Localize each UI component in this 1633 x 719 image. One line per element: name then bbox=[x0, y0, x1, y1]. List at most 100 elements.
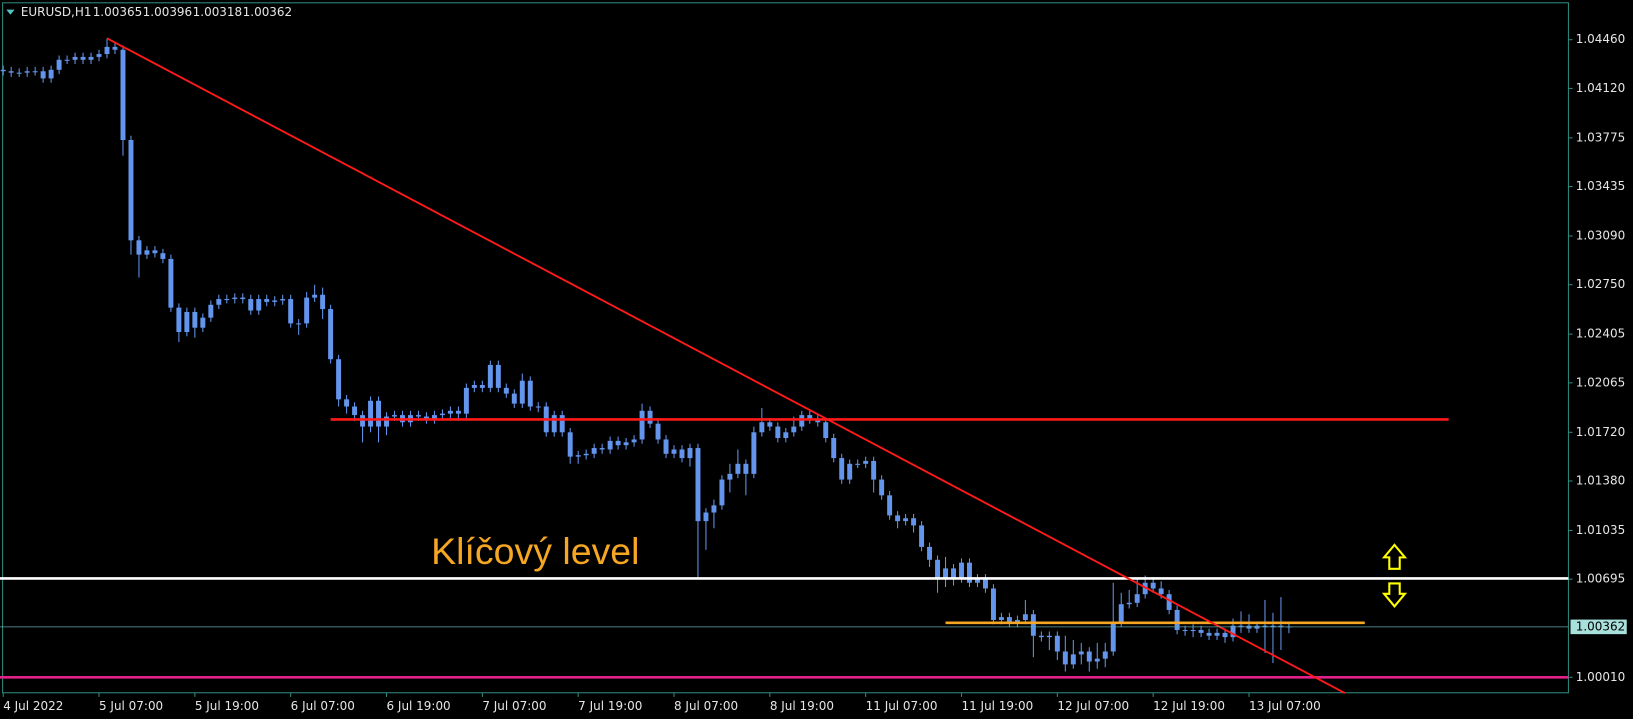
candle-body bbox=[495, 364, 501, 388]
x-tick-label: 13 Jul 07:00 bbox=[1249, 699, 1321, 713]
x-tick-label: 8 Jul 07:00 bbox=[674, 699, 738, 713]
x-tick-label: 11 Jul 19:00 bbox=[962, 699, 1034, 713]
candle-body bbox=[104, 46, 110, 55]
candle-body bbox=[471, 385, 477, 388]
candle-body bbox=[216, 299, 222, 305]
candle-body bbox=[376, 400, 382, 427]
candle-body bbox=[352, 406, 358, 416]
candle-body bbox=[519, 380, 525, 404]
candle-body bbox=[1214, 632, 1220, 636]
symbol: EURUSD,H1 bbox=[21, 5, 92, 19]
candle-body bbox=[1166, 594, 1172, 610]
x-tick-label: 8 Jul 19:00 bbox=[770, 699, 834, 713]
y-tick-label: 1.04120 bbox=[1576, 81, 1626, 95]
candle-body bbox=[1190, 630, 1196, 632]
candle-body bbox=[655, 423, 661, 440]
candle-body bbox=[990, 588, 996, 620]
candle-body bbox=[96, 54, 102, 57]
candle-body bbox=[1062, 651, 1068, 665]
arrows bbox=[1381, 543, 1408, 608]
candle-body bbox=[919, 525, 925, 547]
candle-body bbox=[439, 413, 445, 416]
candle-body bbox=[152, 250, 158, 254]
candle-body bbox=[80, 56, 86, 60]
candle-body bbox=[743, 463, 749, 474]
candle-body bbox=[232, 297, 238, 300]
candle-body bbox=[567, 432, 573, 457]
y-tick-label: 1.04460 bbox=[1576, 32, 1626, 46]
candle-body bbox=[136, 240, 142, 255]
candle-body bbox=[847, 463, 853, 480]
candle-body bbox=[463, 387, 469, 414]
header-high: 1.00396 bbox=[143, 5, 192, 19]
candle-body bbox=[56, 59, 62, 70]
candle-body bbox=[288, 299, 294, 324]
x-tick-label: 11 Jul 07:00 bbox=[866, 699, 938, 713]
candle-body bbox=[240, 297, 246, 300]
y-tick-label: 1.02405 bbox=[1576, 327, 1626, 341]
candle-body bbox=[368, 400, 374, 427]
candle-body bbox=[1078, 651, 1084, 655]
candle-body bbox=[839, 458, 845, 480]
candle-body bbox=[703, 512, 709, 522]
candle-body bbox=[599, 448, 605, 450]
candle-body bbox=[312, 294, 318, 298]
candle-body bbox=[24, 71, 30, 73]
candle-body bbox=[280, 299, 286, 301]
candle-body bbox=[1222, 632, 1228, 638]
x-tick-label: 7 Jul 07:00 bbox=[482, 699, 546, 713]
candle-body bbox=[775, 426, 781, 439]
candle-body bbox=[248, 299, 254, 311]
candle-body bbox=[88, 56, 94, 60]
candle-body bbox=[943, 568, 949, 579]
candle-body bbox=[711, 505, 717, 513]
candle-body bbox=[911, 518, 917, 526]
candle-body bbox=[927, 546, 933, 560]
candle-body bbox=[208, 304, 214, 318]
candle-body bbox=[1102, 651, 1108, 659]
y-tick-label: 1.03090 bbox=[1576, 229, 1626, 243]
candle-body bbox=[32, 71, 38, 73]
header-icon bbox=[6, 9, 15, 15]
header-close: 1.00362 bbox=[243, 5, 293, 19]
candle-body bbox=[455, 410, 461, 414]
y-tick-label: 1.02065 bbox=[1576, 375, 1626, 389]
arrow-up bbox=[1381, 543, 1408, 570]
candle-body bbox=[1126, 602, 1132, 605]
price-label-box bbox=[1570, 619, 1627, 635]
candle-body bbox=[719, 479, 725, 506]
y-tick-label: 1.00010 bbox=[1576, 670, 1626, 684]
candle-body bbox=[759, 422, 765, 433]
arrow-down bbox=[1381, 582, 1408, 608]
candle-body bbox=[120, 49, 126, 141]
candle-body bbox=[767, 422, 773, 427]
y-tick-label: 1.01720 bbox=[1576, 425, 1626, 439]
candle-body bbox=[951, 568, 956, 579]
x-tick-label: 7 Jul 19:00 bbox=[578, 699, 642, 713]
x-tick-label: 6 Jul 19:00 bbox=[387, 699, 451, 713]
x-tick-label: 12 Jul 19:00 bbox=[1153, 699, 1225, 713]
candle-body bbox=[679, 449, 685, 459]
candle-body bbox=[727, 473, 733, 480]
candle-body bbox=[360, 415, 366, 427]
candle-body bbox=[623, 442, 629, 446]
y-tick-label: 1.01380 bbox=[1576, 474, 1626, 488]
candle-body bbox=[200, 317, 206, 328]
x-tick-label: 12 Jul 07:00 bbox=[1057, 699, 1129, 713]
candle-body bbox=[871, 460, 877, 480]
price-label: 1.00362 bbox=[1576, 619, 1626, 633]
candle-body bbox=[0, 69, 6, 72]
candle-body bbox=[16, 72, 22, 74]
x-tick-label: 5 Jul 07:00 bbox=[99, 699, 163, 713]
x-tick-label: 5 Jul 19:00 bbox=[195, 699, 259, 713]
candle-body bbox=[487, 364, 493, 388]
candle-body bbox=[112, 46, 118, 50]
trendline bbox=[106, 37, 1346, 694]
candle-body bbox=[535, 406, 541, 408]
candle-body bbox=[615, 440, 621, 446]
candle-body bbox=[855, 463, 861, 465]
candle-body bbox=[1006, 617, 1012, 623]
candle-body bbox=[304, 297, 310, 324]
